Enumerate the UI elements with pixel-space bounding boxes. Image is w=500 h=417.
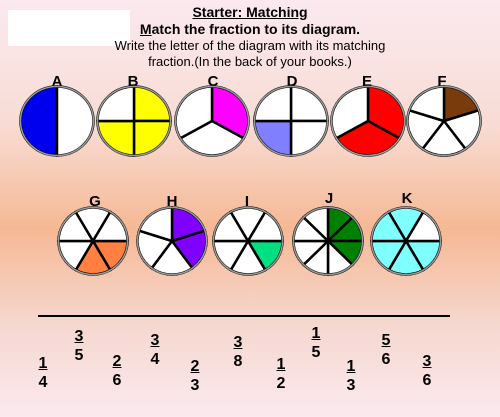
divider-line (38, 315, 450, 317)
numerator: 1 (276, 356, 286, 373)
diagram-letter-a: A (51, 73, 63, 90)
numerator: 1 (346, 358, 356, 375)
diagram-letter-k: K (401, 190, 413, 207)
diagram-letter-f: F (437, 73, 447, 90)
numerator: 3 (422, 353, 432, 370)
diagram-letter-b: B (127, 73, 139, 90)
fraction-circle-k[interactable] (370, 206, 442, 276)
fraction-circle-b[interactable] (96, 85, 172, 157)
page-title: Starter: Matching (192, 4, 308, 20)
diagram-letter-c: C (207, 73, 219, 90)
diagram-letter-j: J (324, 190, 334, 207)
diagram-h-outline (136, 206, 208, 276)
fraction-circle-a[interactable] (19, 85, 95, 157)
fraction-circle-c[interactable] (174, 85, 250, 157)
diagram-a-sector-1 (19, 85, 59, 157)
diagram-c-outline (174, 85, 250, 157)
numerator: 3 (74, 328, 84, 345)
denominator: 6 (112, 372, 122, 389)
numerator: 2 (190, 358, 200, 375)
numerator: 1 (311, 325, 321, 342)
denominator: 3 (346, 377, 356, 394)
diagram-k-outline (370, 206, 442, 276)
fraction-circle-f[interactable] (406, 85, 482, 157)
fraction-circle-i[interactable] (212, 206, 284, 276)
denominator: 3 (190, 377, 200, 394)
fraction-circle-j[interactable] (292, 206, 364, 276)
diagram-letter-e: E (361, 73, 372, 90)
diagram-letter-d: D (286, 73, 298, 90)
denominator: 6 (381, 351, 391, 368)
numerator: 2 (112, 353, 122, 370)
numerator: 1 (38, 355, 48, 372)
numerator: 3 (150, 332, 160, 349)
title-cover-box (8, 10, 130, 46)
fraction-circle-g[interactable] (57, 206, 129, 276)
diagram-f-outline (406, 85, 482, 157)
subtitle: Match the fraction to its diagram. (0, 21, 500, 37)
diagram-i-outline (212, 206, 284, 276)
subtitle-text: atch the fraction to its diagram. (151, 21, 361, 37)
diagram-letter-h: H (166, 193, 178, 210)
diagram-e-outline (330, 85, 406, 157)
diagram-d-outline (253, 85, 329, 157)
diagram-letter-i: I (244, 193, 250, 210)
fraction-circle-d[interactable] (253, 85, 329, 157)
numerator: 3 (233, 334, 243, 351)
diagram-j-outline (292, 206, 364, 276)
diagram-a-sector-2 (55, 85, 95, 157)
fraction-circle-h[interactable] (136, 206, 208, 276)
numerator: 5 (381, 332, 391, 349)
denominator: 2 (276, 375, 286, 392)
denominator: 8 (233, 353, 243, 370)
instruction-line-2: fraction.(In the back of your books.) (148, 54, 352, 69)
diagram-letter-g: G (89, 193, 101, 210)
denominator: 4 (150, 351, 160, 368)
subtitle-initial: M (139, 21, 152, 37)
denominator: 4 (38, 374, 48, 391)
denominator: 5 (74, 347, 84, 364)
diagram-g-outline (57, 206, 129, 276)
instruction-line-1: Write the letter of the diagram with its… (114, 38, 386, 53)
denominator: 5 (311, 344, 321, 361)
diagram-b-outline (96, 85, 172, 157)
fraction-circle-e[interactable] (330, 85, 406, 157)
diagram-a-outline (19, 85, 95, 157)
denominator: 6 (422, 372, 432, 389)
